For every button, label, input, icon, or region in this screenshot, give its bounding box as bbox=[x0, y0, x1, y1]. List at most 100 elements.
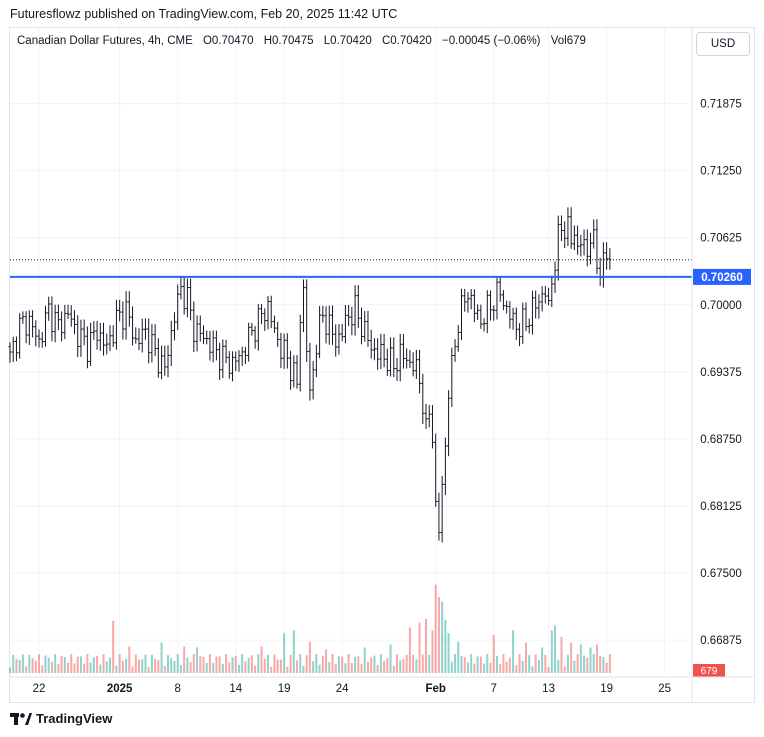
candle bbox=[566, 207, 570, 247]
volume-bar bbox=[350, 662, 353, 673]
candle bbox=[369, 329, 373, 359]
candle bbox=[331, 305, 334, 345]
x-tick-label: 25 bbox=[658, 683, 671, 695]
candle bbox=[124, 291, 128, 340]
volume-bar bbox=[121, 660, 124, 673]
candle bbox=[56, 304, 60, 331]
volume-bar bbox=[115, 665, 118, 673]
volume-bar bbox=[141, 659, 144, 673]
volume-bar bbox=[47, 657, 50, 673]
volume-bar bbox=[247, 658, 250, 673]
candle bbox=[453, 339, 457, 362]
volume-bar bbox=[544, 654, 547, 673]
candle bbox=[360, 307, 364, 345]
volume-bar bbox=[250, 655, 253, 673]
volume-bar bbox=[286, 666, 289, 673]
candle bbox=[337, 324, 341, 355]
volume-bar bbox=[605, 662, 608, 673]
currency-button[interactable]: USD bbox=[696, 32, 750, 56]
candle bbox=[595, 219, 599, 275]
volume-bar bbox=[550, 630, 553, 673]
volume-bar bbox=[76, 656, 79, 673]
volume-bar bbox=[234, 655, 237, 673]
volume-bar bbox=[412, 654, 415, 673]
candle bbox=[334, 324, 338, 357]
volume-bar bbox=[589, 647, 592, 673]
volume-bar bbox=[167, 655, 170, 673]
volume-bar bbox=[208, 654, 211, 673]
volume-bar bbox=[379, 654, 382, 673]
volume-bar bbox=[86, 654, 89, 673]
y-tick-label: 0.71875 bbox=[700, 99, 742, 111]
candle bbox=[276, 321, 280, 347]
volume-bar bbox=[392, 666, 395, 673]
y-tick-label: 0.68750 bbox=[700, 434, 742, 446]
volume-bar bbox=[476, 656, 479, 673]
candle bbox=[256, 304, 260, 351]
candle bbox=[214, 330, 218, 361]
candle bbox=[66, 304, 70, 319]
candle bbox=[163, 345, 167, 376]
candle bbox=[476, 304, 480, 320]
candle bbox=[518, 323, 522, 347]
volume-bar bbox=[463, 657, 466, 673]
legend-symbol: Canadian Dollar Futures, 4h, CME bbox=[17, 35, 193, 47]
legend-open: O0.70470 bbox=[202, 35, 254, 47]
volume-bar bbox=[215, 656, 218, 673]
candle bbox=[24, 311, 28, 344]
volume-bar bbox=[599, 655, 602, 673]
volume-bar bbox=[592, 654, 595, 673]
candle bbox=[160, 345, 164, 380]
x-tick-label: 19 bbox=[600, 683, 613, 695]
candle bbox=[585, 229, 589, 267]
volume-bar bbox=[273, 654, 276, 673]
volume-bar bbox=[454, 654, 457, 673]
volume-bar bbox=[18, 659, 21, 673]
volume-bar bbox=[315, 654, 318, 673]
candle bbox=[460, 288, 463, 341]
volume-bar bbox=[415, 659, 418, 673]
volume-bar bbox=[595, 644, 598, 673]
volume-bar bbox=[134, 654, 137, 673]
volume-bar bbox=[531, 666, 534, 673]
candle bbox=[430, 405, 434, 449]
volume-bar bbox=[370, 657, 373, 673]
volume-bar bbox=[254, 665, 257, 673]
candle bbox=[498, 277, 502, 302]
volume-bar bbox=[483, 663, 486, 673]
volume-bar bbox=[373, 655, 376, 673]
candle bbox=[21, 311, 25, 324]
candle bbox=[489, 290, 493, 321]
volume-bar bbox=[363, 647, 366, 673]
volume-bar bbox=[357, 656, 360, 673]
candle bbox=[73, 310, 76, 335]
volume-bar bbox=[99, 664, 102, 673]
candle bbox=[60, 311, 64, 342]
candle bbox=[295, 355, 299, 389]
candle bbox=[347, 304, 351, 327]
x-tick-label: 14 bbox=[229, 683, 242, 695]
volume-bar bbox=[34, 660, 37, 673]
candle bbox=[411, 352, 415, 377]
volume-bar bbox=[231, 657, 234, 673]
candle bbox=[150, 324, 154, 363]
candle bbox=[353, 285, 357, 336]
candle bbox=[434, 433, 438, 507]
candle bbox=[482, 318, 486, 332]
volume-bar bbox=[537, 659, 540, 673]
volume-bar bbox=[541, 647, 544, 673]
candle bbox=[547, 287, 551, 306]
volume-bar bbox=[308, 641, 311, 673]
volume-bar bbox=[489, 662, 492, 673]
candle bbox=[198, 315, 202, 342]
candle bbox=[398, 333, 402, 382]
volume-bar bbox=[492, 635, 495, 673]
volume-bar bbox=[473, 663, 476, 673]
volume-bar bbox=[237, 664, 240, 673]
candle bbox=[318, 305, 322, 359]
candle bbox=[569, 207, 573, 249]
volume-bar bbox=[495, 656, 498, 673]
volume-bar bbox=[196, 647, 199, 673]
candle bbox=[47, 296, 51, 321]
